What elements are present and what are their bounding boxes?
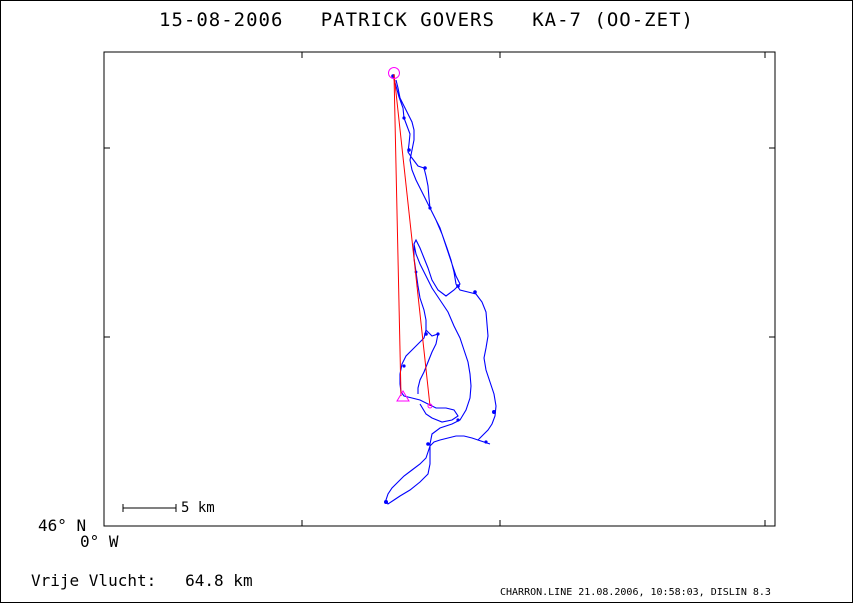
axis-ticks bbox=[104, 52, 775, 526]
task-leg-1 bbox=[393, 73, 402, 397]
map-axes-frame bbox=[103, 51, 776, 527]
distance-value: 64.8 km bbox=[185, 571, 253, 590]
latitude-label: 46° N bbox=[38, 516, 87, 535]
flight-track bbox=[385, 75, 497, 505]
task-leg-2 bbox=[393, 73, 431, 407]
distance-label: Vrije Vlucht: bbox=[31, 571, 157, 590]
distance-summary: Vrije Vlucht: 64.8 km bbox=[31, 571, 253, 590]
longitude-label: 0° W bbox=[80, 532, 119, 551]
scale-label: 5 km bbox=[181, 500, 215, 516]
flight-title: 15-08-2006 PATRICK GOVERS KA-7 (OO-ZET) bbox=[0, 9, 853, 31]
glider-id: KA-7 (OO-ZET) bbox=[532, 9, 694, 31]
turnpoint-marker bbox=[427, 403, 433, 409]
credit-line: CHARRON.LINE 21.08.2006, 10:58:03, DISLI… bbox=[500, 587, 771, 598]
circle-start-icon bbox=[388, 67, 400, 79]
triangle-finish-icon bbox=[396, 390, 410, 402]
task-legs bbox=[393, 73, 431, 407]
track-fix-markers bbox=[384, 74, 496, 504]
scale-bar bbox=[122, 504, 177, 512]
pilot-name: PATRICK GOVERS bbox=[320, 9, 495, 31]
flight-date: 15-08-2006 bbox=[159, 9, 284, 31]
